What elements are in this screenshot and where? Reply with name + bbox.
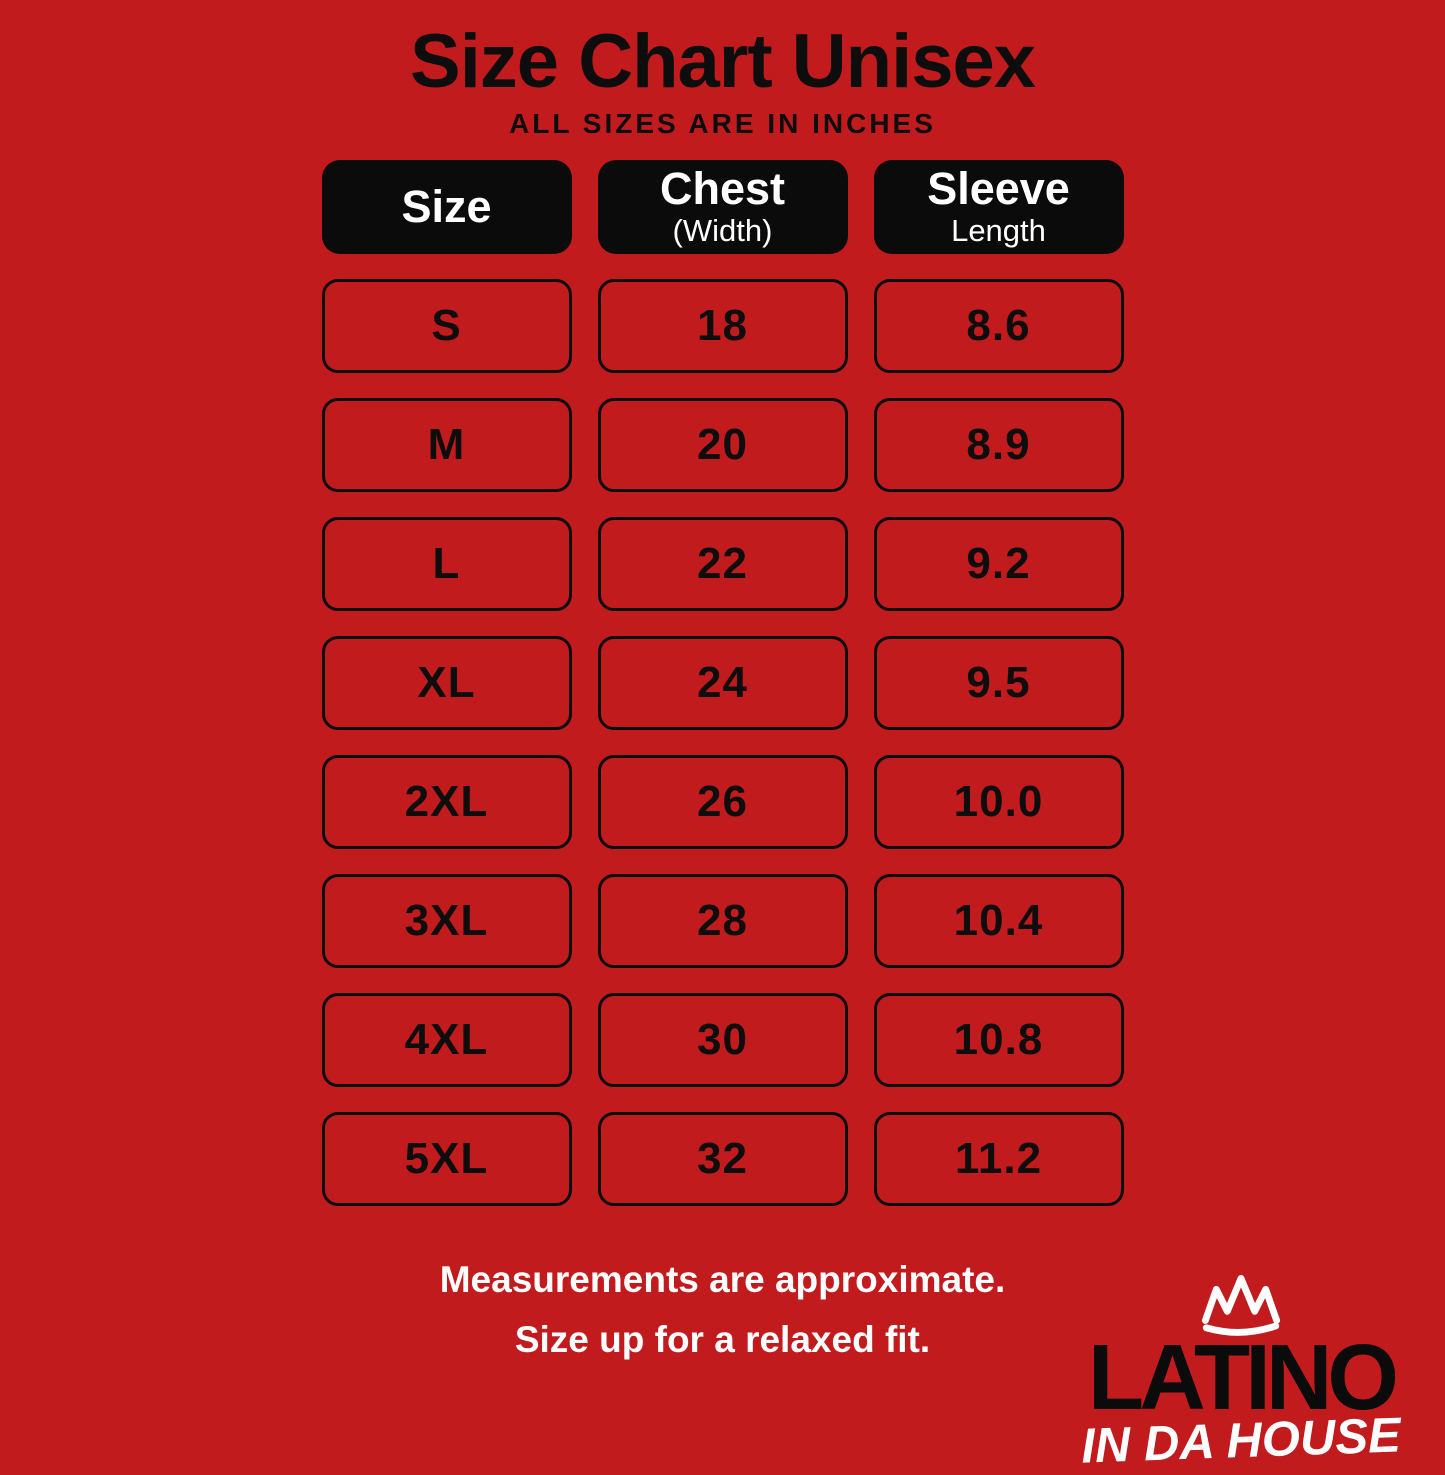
table-row: 4XL 30 10.8 [321,993,1124,1087]
sleeve-cell: 8.9 [873,398,1124,492]
sleeve-cell: 10.0 [873,755,1124,849]
sleeve-cell: 10.4 [873,874,1124,968]
column-header-sublabel: (Width) [672,212,773,248]
table-row: 2XL 26 10.0 [321,755,1124,849]
sleeve-cell: 8.6 [873,279,1124,373]
sleeve-cell: 9.2 [873,517,1124,611]
column-header-size: Size [321,160,572,254]
chest-cell: 20 [597,398,848,492]
size-cell: 4XL [321,993,572,1087]
chest-cell: 18 [597,279,848,373]
chest-cell: 22 [597,517,848,611]
page-subtitle: ALL SIZES ARE IN INCHES [509,108,936,139]
sleeve-cell: 9.5 [873,636,1124,730]
table-header-row: Size Chest (Width) Sleeve Length [321,160,1124,254]
size-chart-page: Size Chart Unisex ALL SIZES ARE IN INCHE… [0,19,1445,1474]
size-cell: 3XL [321,874,572,968]
size-chart-table: Size Chest (Width) Sleeve Length S 18 8.… [321,160,1124,1206]
chest-cell: 26 [597,755,848,849]
footer-line-2: Size up for a relaxed fit. [514,1318,931,1360]
size-cell: 5XL [321,1112,572,1206]
column-header-label: Chest [659,163,786,215]
table-row: 5XL 32 11.2 [321,1112,1124,1206]
table-row: XL 24 9.5 [321,636,1124,730]
size-cell: L [321,517,572,611]
crown-icon [1201,1274,1281,1336]
brand-tagline: IN DA HOUSE [1080,1408,1402,1474]
column-header-sublabel: Length [951,212,1046,248]
chest-cell: 24 [597,636,848,730]
chest-cell: 28 [597,874,848,968]
chest-cell: 30 [597,993,848,1087]
sleeve-cell: 11.2 [873,1112,1124,1206]
table-row: L 22 9.2 [321,517,1124,611]
footer-note: Measurements are approximate. Size up fo… [0,1250,1445,1370]
brand-logo: LATINO IN DA HOUSE [1055,1272,1427,1474]
table-row: 3XL 28 10.4 [321,874,1124,968]
footer-line-1: Measurements are approximate. [439,1259,1006,1300]
column-header-chest: Chest (Width) [597,160,848,254]
size-cell: XL [321,636,572,730]
size-cell: S [321,279,572,373]
column-header-label: Size [401,180,492,232]
brand-name: LATINO [1087,1324,1399,1429]
column-header-sleeve: Sleeve Length [873,160,1124,254]
page-title: Size Chart Unisex [410,19,1036,104]
table-row: M 20 8.9 [321,398,1124,492]
column-header-label: Sleeve [927,163,1070,215]
size-cell: M [321,398,572,492]
chest-cell: 32 [597,1112,848,1206]
sleeve-cell: 10.8 [873,993,1124,1087]
size-cell: 2XL [321,755,572,849]
table-row: S 18 8.6 [321,279,1124,373]
